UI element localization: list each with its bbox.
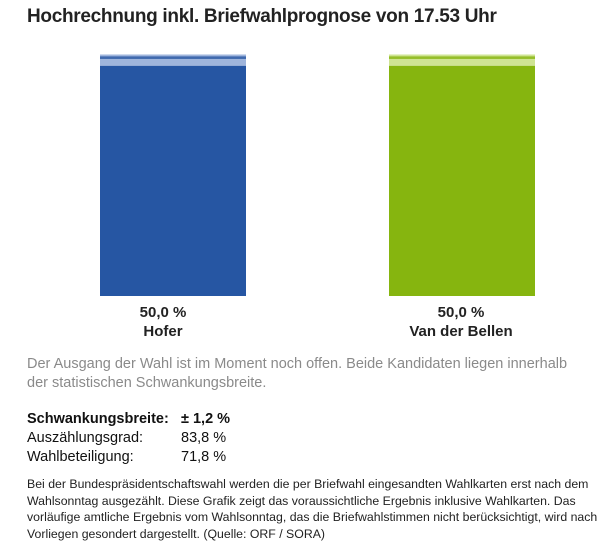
status-note: Der Ausgang der Wahl ist im Moment noch …	[27, 356, 568, 391]
uncertainty-band-1	[389, 54, 535, 66]
band-stripe-1-1	[389, 56, 535, 59]
footnote: Bei der Bundespräsidentschaftswahl werde…	[27, 477, 598, 541]
bar-label-hofer: 50,0 % Hofer	[63, 303, 263, 341]
candidate-name: Van der Bellen	[409, 323, 513, 340]
stat-row-auszaehlungsgrad: Auszählungsgrad: 83,8 %	[27, 429, 230, 448]
bar-chart	[100, 54, 535, 296]
band-stripe-0-1	[100, 56, 246, 59]
bar-van-der-bellen	[389, 65, 535, 296]
stat-label: Auszählungsgrad:	[27, 430, 144, 446]
chart-title: Hochrechnung inkl. Briefwahlprognose von…	[27, 6, 497, 27]
stat-value: ± 1,2 %	[181, 411, 231, 427]
bar-hofer	[100, 65, 246, 296]
stat-label: Schwankungsbreite:	[27, 411, 169, 427]
uncertainty-band-0	[100, 54, 246, 66]
stat-label: Wahlbeteiligung:	[27, 449, 134, 465]
bar-label-van-der-bellen: 50,0 % Van der Bellen	[361, 303, 561, 341]
stat-value: 71,8 %	[181, 449, 227, 465]
bar-value-label: 50,0 %	[437, 304, 485, 321]
stat-value: 83,8 %	[181, 430, 227, 446]
stat-row-schwankungsbreite: Schwankungsbreite: ± 1,2 %	[27, 410, 230, 429]
stat-row-wahlbeteiligung: Wahlbeteiligung: 71,8 %	[27, 448, 230, 467]
stats-table: Schwankungsbreite: ± 1,2 % Auszählungsgr…	[27, 410, 230, 467]
bar-value-label: 50,0 %	[139, 304, 187, 321]
candidate-name: Hofer	[143, 323, 183, 340]
